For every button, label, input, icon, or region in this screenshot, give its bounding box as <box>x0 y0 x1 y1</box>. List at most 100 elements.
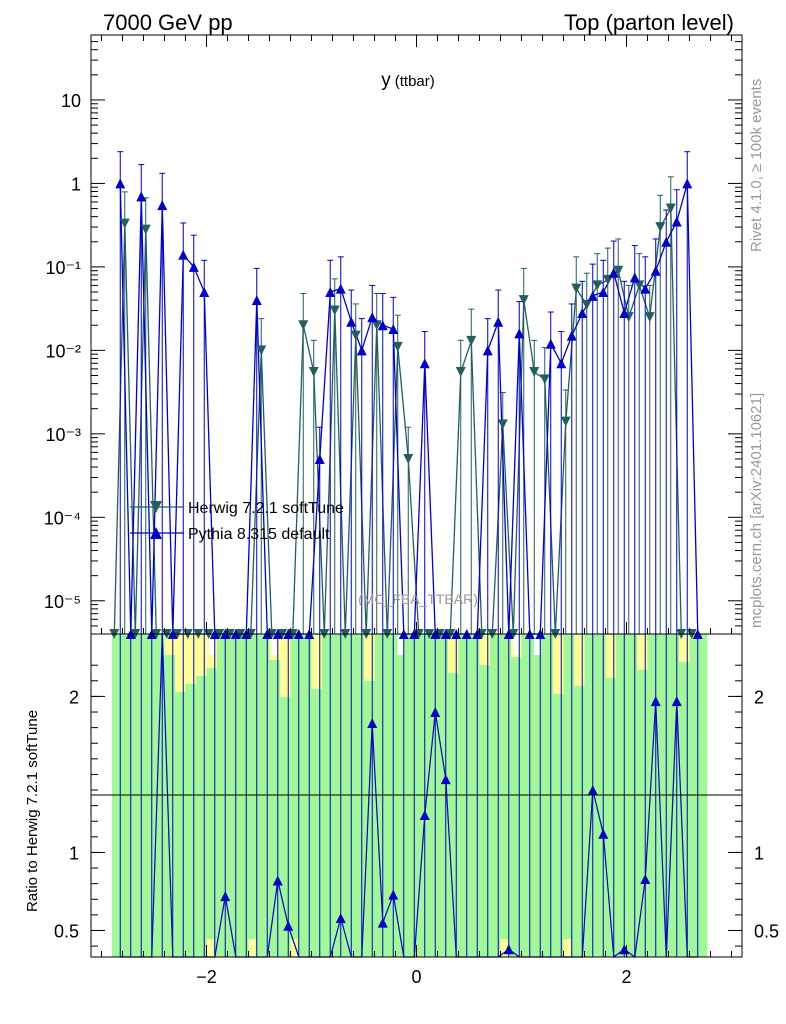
pythia-point <box>598 287 609 298</box>
pythia-point <box>419 358 430 369</box>
herwig-point <box>329 305 340 316</box>
ratio-tick-label-right: 2 <box>754 687 764 707</box>
ratio-band-yellow <box>605 635 616 678</box>
y-tick-label: 10 <box>61 91 81 111</box>
herwig-point <box>119 218 130 229</box>
pythia-point <box>388 324 399 335</box>
ratio-band-yellow <box>679 635 690 662</box>
side-label-rivet: Rivet 4.1.0, ≥ 100k events <box>748 79 765 252</box>
pythia-point <box>661 236 672 247</box>
ratio-tick-label-right: 0.5 <box>754 921 779 941</box>
pythia-point <box>671 216 682 227</box>
ratio-point <box>283 920 294 931</box>
pythia-point <box>608 267 619 278</box>
ratio-band-yellow <box>175 635 186 692</box>
herwig-point <box>371 320 382 331</box>
x-tick-label: −2 <box>196 967 217 987</box>
ratio-point <box>640 873 651 884</box>
pythia-point <box>115 178 126 189</box>
ratio-tick-label-left: 1 <box>69 843 79 863</box>
ratio-tick-label-left: 0.5 <box>54 921 79 941</box>
pythia-point <box>178 249 189 260</box>
x-tick-label: 0 <box>411 967 421 987</box>
pythia-point <box>587 290 598 301</box>
herwig-point <box>613 265 624 276</box>
pythia-point <box>556 358 567 369</box>
herwig-point <box>539 374 550 385</box>
ratio-band-gap <box>397 635 404 655</box>
pythia-point <box>650 265 661 276</box>
herwig-point <box>403 453 414 464</box>
pythia-point <box>682 178 693 189</box>
ratio-band-gap <box>271 635 278 655</box>
ratio-tick-label-right: 1 <box>754 843 764 863</box>
herwig-point <box>350 330 361 341</box>
herwig-point <box>518 295 529 306</box>
legend-herwig-marker <box>150 501 162 513</box>
ratio-band-yellow <box>206 939 214 956</box>
ratio-band-yellow <box>479 635 490 665</box>
herwig-point <box>298 320 309 331</box>
pythia-point <box>514 328 525 339</box>
herwig-point <box>592 280 603 291</box>
ratio-band-yellow <box>500 939 508 956</box>
ratio-band-yellow <box>248 939 256 956</box>
ratio-point <box>671 696 682 707</box>
ratio-band-gap <box>534 635 541 655</box>
ratio-band-yellow <box>553 635 564 694</box>
ratio-band-yellow <box>364 635 375 681</box>
pythia-point <box>629 272 640 283</box>
pythia-point <box>566 330 577 341</box>
watermark: (MC_FBA_TTBAR) <box>358 591 478 607</box>
x-tick-label: 2 <box>621 967 631 987</box>
ratio-point <box>367 717 378 728</box>
ratio-band-yellow <box>574 635 585 686</box>
pythia-point <box>377 320 388 331</box>
ratio-band-yellow <box>196 635 207 676</box>
ratio-point <box>220 891 231 902</box>
herwig-point <box>529 367 540 378</box>
header-right: Top (parton level) <box>564 10 734 35</box>
herwig-point <box>308 367 319 378</box>
ratio-band-yellow <box>164 635 175 655</box>
pythia-point <box>188 261 199 272</box>
ratio-band-gap <box>513 635 520 655</box>
pythia-point <box>335 283 346 294</box>
herwig-point <box>644 312 655 323</box>
ratio-band-yellow <box>637 635 648 670</box>
pythia-point <box>577 308 588 319</box>
ratio-band-yellow <box>185 635 196 684</box>
ratio-point <box>650 696 661 707</box>
ratio-point <box>440 774 451 785</box>
ratio-point <box>272 875 283 886</box>
y-tick-label: 10⁻¹ <box>45 258 81 278</box>
pythia-point <box>314 453 325 464</box>
pythia-point <box>157 200 168 211</box>
ratio-band-yellow <box>563 939 571 956</box>
herwig-point <box>392 341 403 352</box>
pythia-point <box>619 308 630 319</box>
side-label-mcplots: mcplots.cern.ch [arXiv:2401.10621] <box>748 393 765 628</box>
chart-title-main: y <box>381 70 391 91</box>
legend: Herwig 7.2.1 softTune Pythia 8.315 defau… <box>130 500 344 543</box>
pythia-point <box>136 191 147 202</box>
top-panel-frame <box>90 34 743 635</box>
herwig-point <box>665 203 676 214</box>
ratio-point <box>335 912 346 923</box>
ratio-point <box>377 917 388 928</box>
ratio-band-yellow <box>290 939 298 956</box>
y-tick-label: 10⁻⁴ <box>44 508 81 528</box>
ratio-point <box>587 785 598 796</box>
herwig-point <box>455 367 466 378</box>
ratio-band-yellow <box>448 635 459 673</box>
ratio-point <box>598 828 609 839</box>
pythia-point <box>346 316 357 327</box>
y-tick-label: 10⁻² <box>45 341 81 361</box>
pythia-point <box>251 295 262 306</box>
legend-pythia-marker <box>150 527 162 539</box>
pythia-point <box>367 312 378 323</box>
pythia-point <box>356 345 367 356</box>
ratio-band-gap <box>208 635 215 655</box>
pythia-point <box>482 345 493 356</box>
